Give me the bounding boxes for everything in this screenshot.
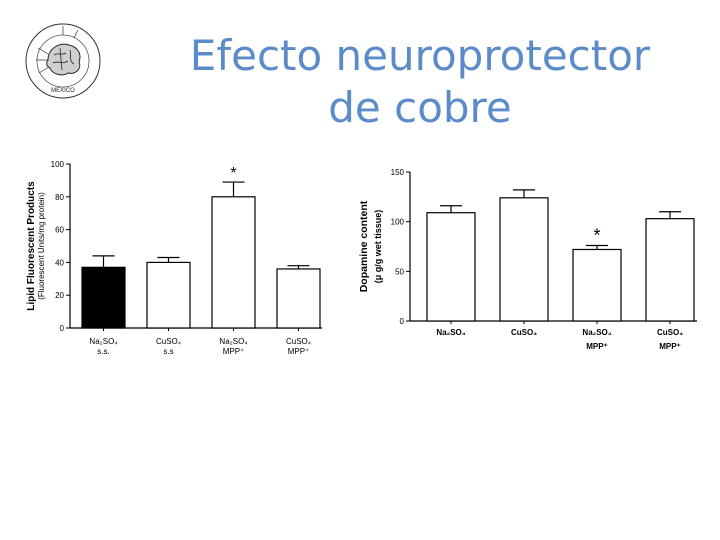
chart1-y-tick-label: 60	[55, 226, 64, 235]
chart1-bar	[146, 261, 191, 329]
chart1-bar	[211, 196, 256, 329]
chart2-category-label: Na₂SO₄	[582, 328, 611, 337]
chart2-category-sublabel: MPP⁺	[586, 342, 608, 351]
chart1-bar	[276, 268, 321, 329]
chart2-category-sublabel: MPP⁺	[659, 342, 681, 351]
title-line-1: Efecto neuroprotector	[189, 31, 651, 80]
chart1-bar	[81, 266, 126, 329]
slide-title: Efecto neuroprotector de cobre	[150, 30, 690, 134]
chart1-significance-marker: *	[230, 165, 236, 182]
chart2-significance-marker: *	[593, 226, 600, 246]
chart2-y-axis-label: Dopamine content	[358, 200, 370, 292]
chart2-category-label: CuSO₄	[657, 328, 683, 337]
chart1-category-label: CuSO₄	[286, 337, 311, 346]
chart2-bar	[499, 197, 549, 322]
chart2-y-tick-label: 100	[391, 218, 405, 227]
chart1-category-sublabel: MPP⁺	[223, 347, 245, 356]
chart1-y-tick-label: 0	[60, 324, 65, 333]
chart1-y-tick-label: 40	[55, 258, 64, 267]
chart1-category-sublabel: s.s	[163, 347, 173, 356]
title-line-2: de cobre	[328, 83, 512, 132]
chart1-y-axis-label: Lipid Fluorescent Products	[26, 181, 37, 311]
chart2-y-axis-sublabel: (μ g/g wet tissue)	[373, 210, 383, 284]
chart2-category-label: CuSO₄	[511, 328, 537, 337]
chart1-category-label: CuSO₄	[156, 337, 181, 346]
logo-text: MEXICO	[51, 88, 75, 94]
chart2-y-tick-label: 50	[395, 267, 404, 276]
chart2-category-label: Na₂SO₄	[436, 328, 465, 337]
chart1-y-tick-label: 80	[55, 193, 64, 202]
chart2-bar	[426, 212, 476, 322]
chart1-category-sublabel: s.s.	[97, 347, 109, 356]
chart1-y-axis-sublabel: (Fluorescent Units/mg protein)	[37, 192, 46, 300]
chart1-category-label: Na₂SO₄	[219, 337, 247, 346]
chart2-y-tick-label: 150	[391, 168, 405, 177]
chart2-y-tick-label: 0	[400, 317, 405, 326]
chart1-y-tick-label: 100	[51, 160, 65, 169]
chart1-category-sublabel: MPP⁺	[288, 347, 310, 356]
chart1-category-label: Na₂SO₄	[89, 337, 117, 346]
chart1-y-tick-label: 20	[55, 291, 64, 300]
brain-seal-logo: MEXICO	[25, 23, 101, 99]
chart2-bar	[645, 218, 695, 322]
chart2-bar	[572, 248, 622, 322]
